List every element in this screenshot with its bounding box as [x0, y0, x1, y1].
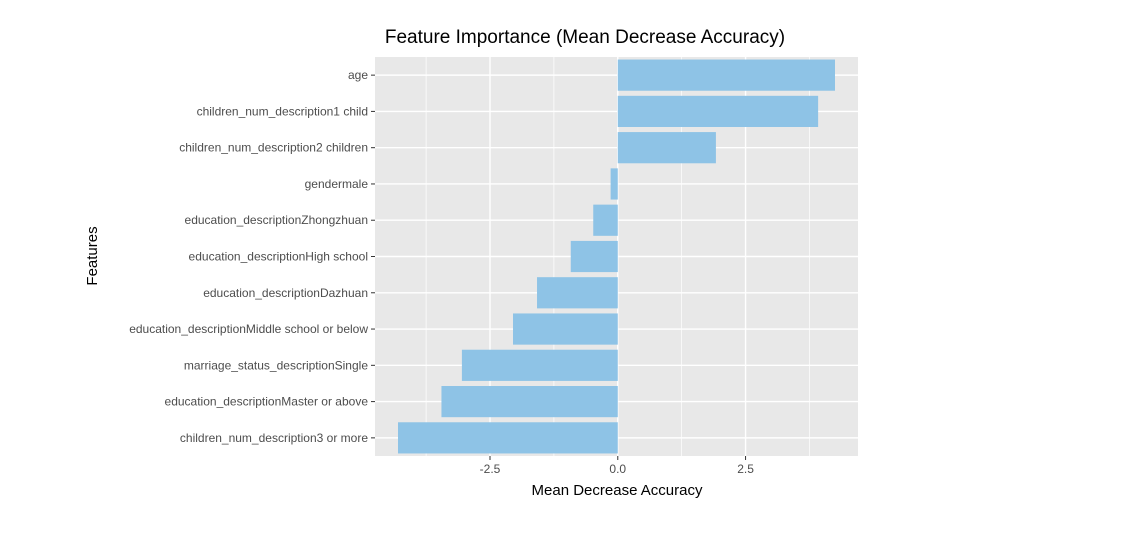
- y-tick-label: gendermale: [305, 177, 369, 191]
- y-tick-label: children_num_description2 children: [179, 141, 368, 155]
- y-tick-label: education_descriptionHigh school: [189, 250, 368, 264]
- bar: [513, 313, 618, 345]
- y-tick-label: marriage_status_descriptionSingle: [184, 358, 368, 372]
- bar: [570, 240, 618, 273]
- y-axis: age children_num_description1 child childr…: [129, 68, 375, 445]
- y-tick-label: education_descriptionMaster or above: [165, 395, 369, 409]
- bar: [537, 277, 618, 309]
- y-tick-label: children_num_description3 or more: [180, 431, 368, 445]
- x-axis-title: Mean Decrease Accuracy: [532, 482, 703, 499]
- x-tick-label: 0.0: [609, 462, 626, 476]
- x-tick-label: -2.5: [480, 462, 501, 476]
- bar: [398, 422, 618, 454]
- y-axis-title: Features: [84, 226, 101, 285]
- bars: [398, 59, 835, 454]
- y-tick-label: age: [348, 68, 368, 82]
- y-tick-label: education_descriptionMiddle school or be…: [129, 322, 368, 336]
- bar: [610, 168, 618, 200]
- y-tick-label: education_descriptionZhongzhuan: [185, 213, 368, 227]
- y-tick-label: children_num_description1 child: [197, 104, 368, 118]
- bar: [461, 349, 618, 381]
- x-axis: -2.5 0.0 2.5: [480, 456, 754, 476]
- bar: [441, 385, 618, 418]
- bar: [617, 95, 819, 128]
- chart-title: Feature Importance (Mean Decrease Accura…: [385, 27, 785, 48]
- y-tick-label: education_descriptionDazhuan: [203, 286, 368, 300]
- bar: [617, 59, 835, 91]
- x-tick-label: 2.5: [737, 462, 754, 476]
- bar: [593, 204, 618, 236]
- bar: [617, 132, 716, 164]
